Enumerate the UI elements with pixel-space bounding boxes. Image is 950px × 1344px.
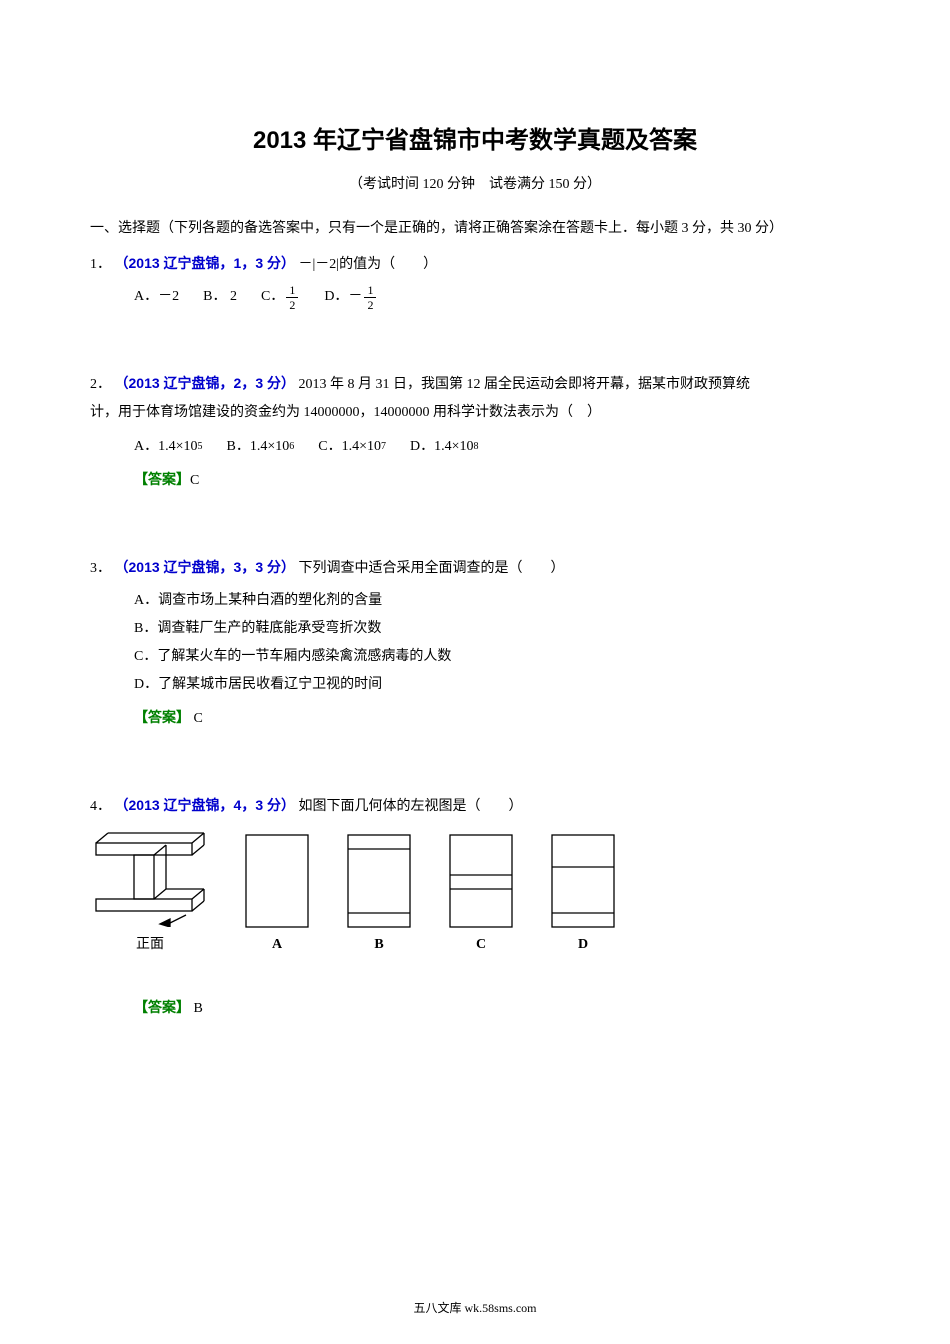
i-beam-solid-icon xyxy=(90,827,210,927)
q4-stem: 如图下面几何体的左视图是（ ） xyxy=(299,799,523,814)
q2-option-b: B．1.4×106 xyxy=(227,433,295,461)
question-2: 2． （2013 辽宁盘锦，2，3 分） 2013 年 8 月 31 日，我国第… xyxy=(90,369,860,399)
q4-option-b-figure: B xyxy=(344,831,414,953)
q3-option-c: C．了解某火车的一节车厢内感染禽流感病毒的人数 xyxy=(134,643,860,671)
q1-optc-pre: C． xyxy=(261,283,284,311)
q4-figures: 正面 A B C xyxy=(90,827,860,953)
q2-d-pre: D．1.4×10 xyxy=(410,433,474,461)
front-view-label: 正面 xyxy=(136,933,164,953)
q4-option-a-figure: A xyxy=(242,831,312,953)
q3-option-a: A．调查市场上某种白酒的塑化剂的含量 xyxy=(134,587,860,615)
fraction-icon: 1 2 xyxy=(364,284,376,311)
q2-b-pre: B．1.4×10 xyxy=(227,433,290,461)
q1-option-a: A．－2 xyxy=(134,283,179,311)
view-d-icon xyxy=(548,831,618,931)
q2-tag: （2013 辽宁盘锦，2，3 分） xyxy=(115,375,296,391)
question-4: 4． （2013 辽宁盘锦，4，3 分） 如图下面几何体的左视图是（ ） xyxy=(90,791,860,821)
q2-number: 2． xyxy=(90,377,111,392)
question-1: 1． （2013 辽宁盘锦，1，3 分） －|－2|的值为（ ） xyxy=(90,249,860,279)
answer-value: B xyxy=(190,1001,203,1016)
q1-option-b: B． 2 xyxy=(203,283,237,311)
q2-a-sup: 5 xyxy=(198,437,203,457)
frac-num: 1 xyxy=(286,284,298,298)
frac-num: 1 xyxy=(364,284,376,298)
q4-option-c-figure: C xyxy=(446,831,516,953)
q1-options: A．－2 B． 2 C． 1 2 D．－ 1 2 xyxy=(90,283,860,311)
frac-den: 2 xyxy=(286,298,298,311)
q2-option-d: D．1.4×108 xyxy=(410,433,479,461)
q2-c-sup: 7 xyxy=(381,437,386,457)
q2-answer: 【答案】C xyxy=(90,465,860,495)
section-1-heading: 一、选择题（下列各题的备选答案中，只有一个是正确的，请将正确答案涂在答题卡上．每… xyxy=(90,215,860,243)
q3-option-b: B．调查鞋厂生产的鞋底能承受弯折次数 xyxy=(134,615,860,643)
q4-option-d-figure: D xyxy=(548,831,618,953)
page-footer: 五八文库 wk.58sms.com xyxy=(0,1299,950,1316)
option-c-label: C xyxy=(476,937,486,953)
answer-label: 【答案】 xyxy=(134,999,190,1015)
q3-tag: （2013 辽宁盘锦，3，3 分） xyxy=(115,559,296,575)
answer-label: 【答案】 xyxy=(134,709,190,725)
q3-stem: 下列调查中适合采用全面调查的是（ ） xyxy=(299,561,565,576)
question-3: 3． （2013 辽宁盘锦，3，3 分） 下列调查中适合采用全面调查的是（ ） xyxy=(90,553,860,583)
q2-option-c: C．1.4×107 xyxy=(318,433,386,461)
q1-stem: －|－2|的值为（ ） xyxy=(299,257,438,272)
q2-a-pre: A．1.4×10 xyxy=(134,433,198,461)
answer-value: C xyxy=(190,711,203,726)
frac-den: 2 xyxy=(364,298,376,311)
q3-number: 3． xyxy=(90,561,111,576)
q2-d-sup: 8 xyxy=(474,437,479,457)
q2-options: A．1.4×105 B．1.4×106 C．1.4×107 D．1.4×108 xyxy=(90,433,860,461)
q1-tag: （2013 辽宁盘锦，1，3 分） xyxy=(115,255,296,271)
answer-label: 【答案】 xyxy=(134,471,190,487)
view-b-icon xyxy=(344,831,414,931)
option-d-label: D xyxy=(578,937,588,953)
q2-b-sup: 6 xyxy=(289,437,294,457)
q2-c-pre: C．1.4×10 xyxy=(318,433,381,461)
q1-optd-pre: D．－ xyxy=(324,283,362,311)
q3-answer: 【答案】 C xyxy=(90,703,860,733)
option-b-label: B xyxy=(374,937,383,953)
view-a-icon xyxy=(242,831,312,931)
fraction-icon: 1 2 xyxy=(286,284,298,311)
answer-value: C xyxy=(190,473,199,488)
option-a-label: A xyxy=(272,937,282,953)
q4-answer: 【答案】 B xyxy=(90,993,860,1023)
view-c-icon xyxy=(446,831,516,931)
q2-option-a: A．1.4×105 xyxy=(134,433,203,461)
q1-number: 1． xyxy=(90,257,111,272)
q1-option-c: C． 1 2 xyxy=(261,283,300,311)
page-subtitle: （考试时间 120 分钟 试卷满分 150 分） xyxy=(90,173,860,193)
q4-number: 4． xyxy=(90,799,111,814)
q2-stem-2: 计，用于体育场馆建设的资金约为 14000000，14000000 用科学计数法… xyxy=(90,399,860,427)
q3-option-d: D．了解某城市居民收看辽宁卫视的时间 xyxy=(134,671,860,699)
q4-tag: （2013 辽宁盘锦，4，3 分） xyxy=(115,797,296,813)
q3-options: A．调查市场上某种白酒的塑化剂的含量 B．调查鞋厂生产的鞋底能承受弯折次数 C．… xyxy=(90,587,860,699)
q2-stem-1: 2013 年 8 月 31 日，我国第 12 届全民运动会即将开幕，据某市财政预… xyxy=(299,377,751,392)
q4-solid-figure: 正面 xyxy=(90,827,210,953)
page-title: 2013 年辽宁省盘锦市中考数学真题及答案 xyxy=(90,120,860,155)
q1-option-d: D．－ 1 2 xyxy=(324,283,378,311)
